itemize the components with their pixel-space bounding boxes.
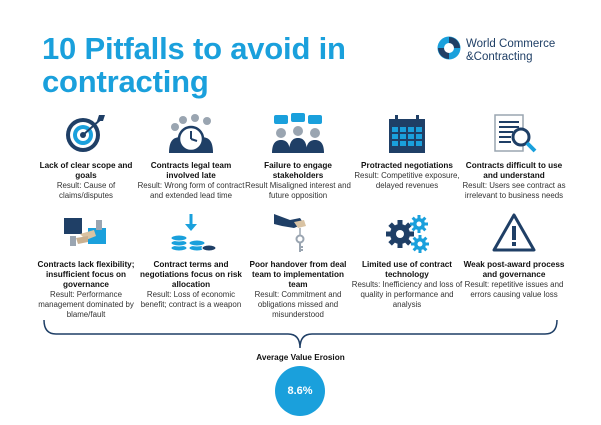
pitfall-result: Result Misaligned interest and future op…: [245, 181, 351, 200]
pitfall-3: Failure to engage stakeholders Result Mi…: [242, 113, 354, 201]
pitfall-title: Limited use of contract technology: [361, 260, 453, 279]
logo-line-2: &Contracting: [466, 51, 533, 63]
document-magnifier-icon: [494, 114, 537, 153]
coins-arrow-icon: [170, 214, 217, 252]
stakeholders-icon: [272, 113, 324, 153]
pitfall-10: Weak post-award process and governance R…: [458, 212, 570, 300]
pitfall-result: Result: repetitive issues and errors cau…: [464, 280, 564, 299]
pitfall-7: Contract terms and negotiations focus on…: [135, 212, 247, 310]
curly-brace: [43, 319, 558, 349]
pitfall-result: Result: Competitive exposure, delayed re…: [354, 171, 460, 190]
pitfall-title: Poor handover from deal team to implemen…: [249, 260, 347, 289]
pitfall-title: Contracts legal team involved late: [150, 161, 232, 180]
pitfall-2: Contracts legal team involved late Resul…: [135, 113, 247, 201]
pitfall-title: Failure to engage stakeholders: [264, 161, 332, 180]
pitfall-6: Contracts lack flexibility; insufficient…: [30, 212, 142, 320]
pitfall-result: Results: Inefficiency and loss of qualit…: [351, 280, 463, 309]
summary-label: Average Value Erosion: [256, 353, 345, 362]
pitfall-result: Result: Users see contract as irrelevant…: [462, 181, 566, 200]
pitfall-title: Contract terms and negotiations focus on…: [140, 260, 242, 289]
pitfall-title: Contracts lack flexibility; insufficient…: [37, 260, 135, 289]
gears-icon: [386, 215, 429, 253]
pitfall-8: Poor handover from deal team to implemen…: [242, 212, 354, 320]
pitfall-title: Protracted negotiations: [361, 161, 453, 170]
warning-icon: [492, 213, 536, 252]
pitfall-result: Result: Commitment and obligations misse…: [254, 290, 342, 319]
pitfall-result: Result: Performance management dominated…: [38, 290, 134, 319]
pitfall-1: Lack of clear scope and goals Result: Ca…: [30, 113, 142, 201]
pitfall-title: Weak post-award process and governance: [463, 260, 565, 279]
pitfall-result: Result: Loss of economic benefit; contra…: [140, 290, 242, 309]
pitfall-title: Lack of clear scope and goals: [39, 161, 133, 180]
page-title: 10 Pitfalls to avoid in contracting: [42, 31, 346, 99]
pitfall-result: Result: Cause of claims/disputes: [56, 181, 116, 200]
logo-line-1: World Commerce: [466, 38, 556, 50]
logo-mark-icon: [437, 36, 461, 60]
pitfall-title: Contracts difficult to use and understan…: [465, 161, 563, 180]
world-commerce-logo: World Commerce &Contracting: [437, 36, 597, 66]
pitfall-5: Contracts difficult to use and understan…: [458, 113, 570, 201]
team-clock-icon: [169, 114, 213, 153]
key-handover-icon: [274, 214, 306, 252]
target-icon: [66, 115, 105, 152]
handshake-blocks-icon: [64, 218, 106, 246]
summary-value-badge: 8.6%: [275, 366, 325, 416]
pitfall-4: Protracted negotiations Result: Competit…: [351, 113, 463, 191]
pitfall-9: Limited use of contract technology Resul…: [351, 212, 463, 310]
calendar-icon: [389, 115, 425, 153]
pitfall-result: Result: Wrong form of contract and exten…: [137, 181, 245, 200]
